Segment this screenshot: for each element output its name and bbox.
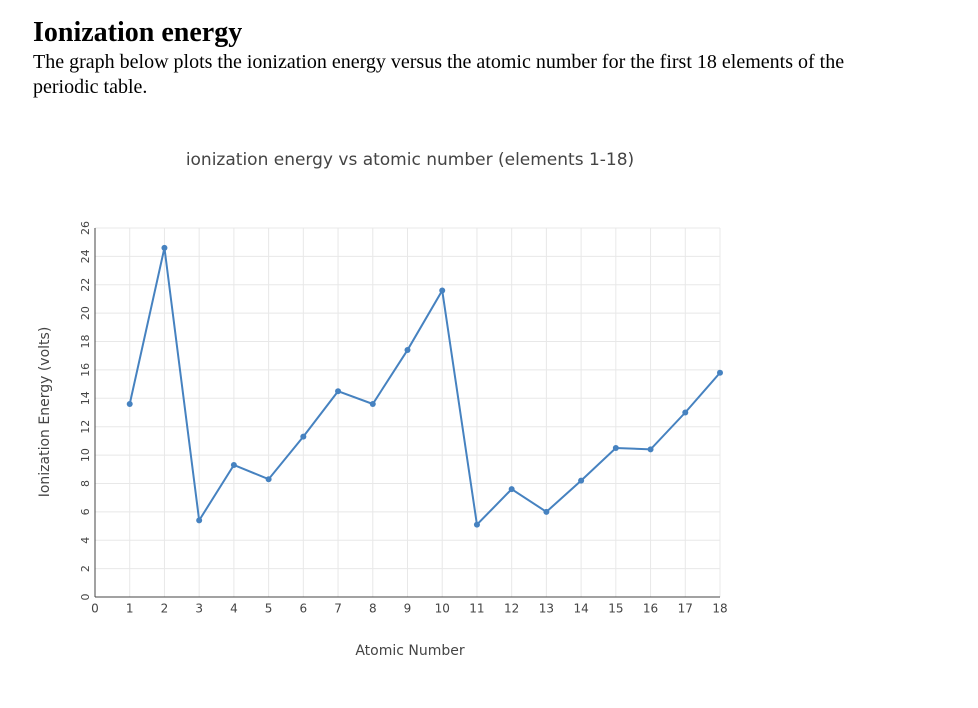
paragraph: The graph below plots the ionization ene… xyxy=(33,51,845,98)
y-tick-label: 4 xyxy=(79,537,92,544)
x-tick-label: 13 xyxy=(539,602,554,616)
x-tick-label: 6 xyxy=(300,602,308,616)
data-point xyxy=(439,287,446,294)
data-point xyxy=(335,388,342,395)
data-point xyxy=(230,462,237,469)
x-tick-label: 2 xyxy=(161,602,169,616)
y-tick-label: 10 xyxy=(79,448,92,462)
x-tick-label: 1 xyxy=(126,602,134,616)
data-line xyxy=(128,247,721,527)
x-tick-label: 8 xyxy=(369,602,377,616)
y-tick-label: 6 xyxy=(79,508,92,515)
y-tick-label: 16 xyxy=(79,363,92,377)
y-tick-label: 18 xyxy=(79,335,92,349)
data-point xyxy=(196,517,203,524)
x-tick-label: 17 xyxy=(678,602,693,616)
x-tick-label: 0 xyxy=(91,602,99,616)
x-tick-label: 7 xyxy=(334,602,342,616)
x-tick-label: 5 xyxy=(265,602,273,616)
y-tick-label: 22 xyxy=(79,278,92,292)
data-point xyxy=(126,400,133,407)
heading: Ionization energy xyxy=(33,17,243,48)
x-tick-label: 4 xyxy=(230,602,238,616)
y-tick-label: 2 xyxy=(79,565,92,572)
x-tick-label: 16 xyxy=(643,602,658,616)
data-point xyxy=(543,508,550,515)
y-axis-label: Ionization Energy (volts) xyxy=(37,327,53,498)
x-tick-label: 9 xyxy=(404,602,412,616)
data-point xyxy=(612,444,619,451)
data-point xyxy=(508,486,515,493)
document: Ionization energy The graph below plots … xyxy=(33,16,883,100)
data-point xyxy=(404,347,411,354)
data-point xyxy=(300,433,307,440)
x-tick-label: 15 xyxy=(608,602,623,616)
x-axis-label: Atomic Number xyxy=(355,643,465,659)
x-tick-label: 12 xyxy=(504,602,519,616)
y-tick-label: 12 xyxy=(79,420,92,434)
data-point xyxy=(473,521,480,528)
y-tick-label: 20 xyxy=(79,306,92,320)
x-tick-label: 11 xyxy=(469,602,484,616)
y-tick-label: 24 xyxy=(79,249,92,263)
x-tick-label: 18 xyxy=(712,602,727,616)
data-point xyxy=(578,477,585,484)
data-point xyxy=(265,476,272,483)
data-point xyxy=(682,409,689,416)
data-point xyxy=(161,244,168,251)
x-tick-label: 14 xyxy=(573,602,588,616)
y-tick-label: 26 xyxy=(79,221,92,235)
data-point xyxy=(369,400,376,407)
data-point xyxy=(647,446,654,453)
x-tick-label: 10 xyxy=(435,602,450,616)
y-tick-label: 8 xyxy=(79,480,92,487)
y-tick-label: 14 xyxy=(79,391,92,405)
y-tick-label: 0 xyxy=(79,594,92,601)
chart-title: ionization energy vs atomic number (elem… xyxy=(186,150,634,170)
x-tick-label: 3 xyxy=(195,602,203,616)
data-point xyxy=(717,369,723,376)
